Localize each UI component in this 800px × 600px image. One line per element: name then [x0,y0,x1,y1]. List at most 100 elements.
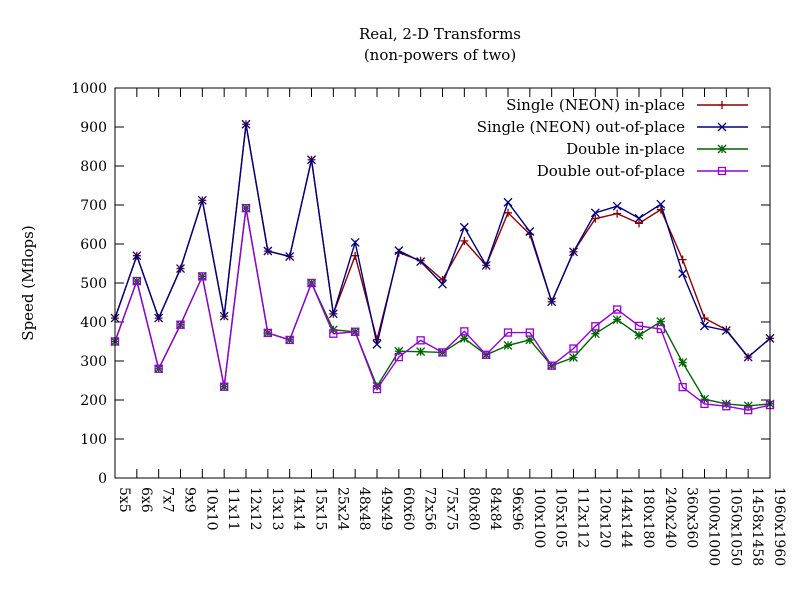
data-point [656,205,665,214]
data-point [329,329,338,338]
data-point [678,255,687,264]
y-tick-label: 1000 [71,81,107,97]
y-tick-label: 900 [80,120,107,136]
y-tick-label: 700 [80,198,107,214]
legend-marker [718,101,726,109]
data-point [590,208,600,218]
data-point [612,201,622,211]
x-tick-label: 80x80 [465,487,481,531]
data-point [416,347,426,357]
data-point [307,278,316,288]
x-tick-label: 49x49 [378,487,394,531]
x-tick-label: 240x240 [662,487,678,548]
data-point [154,364,163,373]
data-point [743,352,753,362]
data-point [460,236,469,245]
data-point [700,321,709,331]
data-point [569,353,578,362]
y-tick-label: 0 [98,471,107,487]
data-point [721,399,731,409]
data-point [285,252,295,261]
x-tick-label: 1000x1000 [706,487,722,566]
y-tick-label: 800 [80,159,107,175]
x-tick-label: 7x7 [160,487,176,513]
x-tick-label: 105x105 [553,487,569,548]
series-3 [110,203,775,411]
x-tick-label: 1458x1458 [749,487,765,566]
chart-title: Real, 2-D Transforms [359,25,521,43]
data-point [263,328,272,338]
data-point [351,327,360,336]
x-tick-label: 11x11 [225,487,241,531]
x-tick-label: 112x112 [575,487,591,548]
y-tick-label: 500 [80,276,107,292]
data-point [459,222,469,232]
data-point [569,247,578,257]
data-point [132,251,142,261]
data-point [503,197,513,207]
data-point [154,313,164,323]
x-tick-label: 144x144 [618,487,634,548]
data-point [700,399,709,409]
data-point [438,348,447,357]
legend-item: Single (NEON) in-place [506,96,748,114]
data-point [678,269,688,279]
legend-marker [717,122,727,132]
x-tick-label: 1960x1960 [771,487,787,566]
legend-label: Single (NEON) out-of-place [477,118,685,136]
chart-subtitle: (non-powers of two) [364,46,516,64]
series-2 [110,119,775,362]
x-tick-label: 75x75 [444,487,460,531]
data-point [460,327,469,336]
data-point [678,358,688,368]
data-point [241,119,251,129]
data-point [656,317,666,327]
data-point [307,155,316,165]
x-tick-label: 13x13 [269,487,285,531]
data-point [634,321,644,331]
x-tick-label: 72x56 [422,487,438,531]
data-point [372,381,382,391]
legend-label: Double in-place [566,140,685,158]
data-point [503,340,513,350]
data-point [197,195,207,205]
data-point [722,402,731,411]
legend: Single (NEON) in-place Single (NEON) out-… [477,96,748,180]
data-point [590,329,600,339]
data-point [656,324,665,334]
plot-frame [114,87,771,479]
series-4 [110,203,775,415]
y-tick-label: 100 [80,432,107,448]
y-axis-label: Speed (Mflops) [19,225,37,340]
data-point [328,309,338,319]
y-tick-label: 600 [80,237,107,253]
x-tick-label: 5x5 [116,487,132,513]
x-tick-label: 14x14 [291,487,307,531]
data-point [634,330,644,340]
data-point [635,219,643,228]
series-layer [110,119,775,415]
y-axis: 0 100 200 300 400 500 600 700 800 900 1000 [71,81,770,487]
legend-item: Single (NEON) out-of-place [477,118,748,136]
x-tick-label: 180x180 [640,487,656,548]
data-point [394,246,404,256]
data-point [372,384,382,394]
data-point [504,208,512,217]
data-point [219,311,229,321]
data-point [613,305,622,314]
legend-item: Double out-of-place [537,162,748,180]
x-tick-label: 6x6 [138,487,154,513]
data-point [372,339,382,349]
data-point [394,352,403,362]
x-tick-label: 84x84 [487,487,503,531]
x-tick-label: 10x10 [203,487,219,531]
data-point [591,322,600,331]
legend-marker [717,144,727,154]
data-point [503,328,513,337]
x-tick-label: 1050x1050 [727,487,743,566]
data-point [678,382,687,392]
x-tick-label: 96x96 [509,487,525,531]
y-tick-label: 200 [80,393,107,409]
data-point [416,336,425,345]
data-point [350,237,360,247]
